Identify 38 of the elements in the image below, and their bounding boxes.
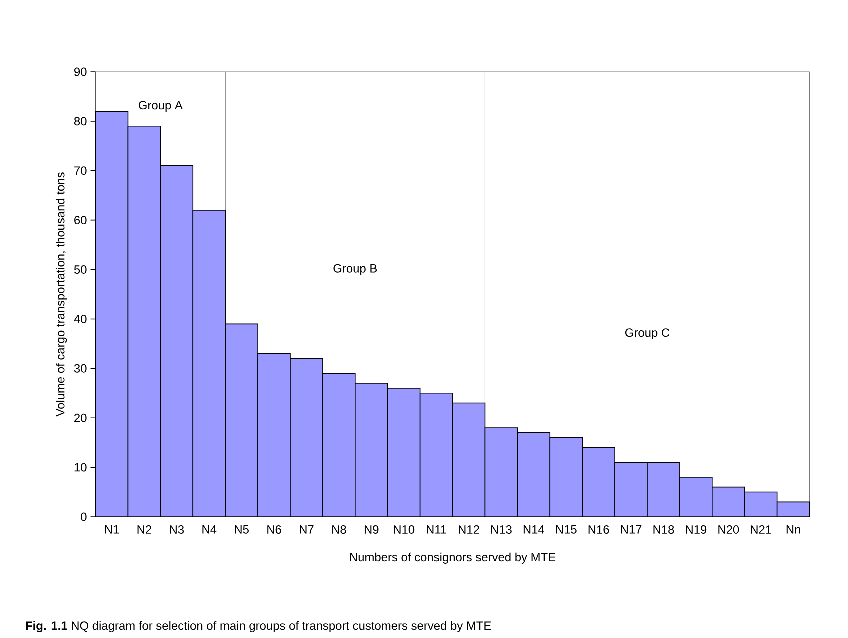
- x-tick-label: N16: [588, 526, 610, 534]
- x-tick-label: N6: [268, 526, 282, 534]
- y-tick-label: 70: [74, 166, 87, 176]
- x-tick-label: N5: [235, 526, 249, 534]
- y-tick-label: 20: [74, 414, 87, 422]
- x-tick-label: N17: [621, 526, 642, 534]
- x-tick-label: N1: [105, 526, 120, 534]
- y-tick-label: 60: [74, 216, 87, 225]
- x-tick-label: Nn: [786, 526, 800, 534]
- band-label: Group A: [139, 101, 183, 112]
- x-tick-label: N14: [524, 526, 545, 534]
- x-tick-label: N2: [138, 526, 152, 534]
- y-tick-label: 90: [74, 68, 87, 76]
- y-tick-label: 10: [74, 463, 87, 472]
- x-tick-label: N19: [686, 526, 707, 534]
- y-axis-title: Volume of cargo transportation, thousand tons: [56, 172, 68, 417]
- text: Fig. 1.1 NQ diagram for selection of main groups of transport customers served by MTE: [26, 621, 492, 633]
- band-label: Group B: [334, 264, 378, 276]
- y-tick-label: 50: [74, 266, 87, 274]
- x-tick-label: N8: [332, 526, 346, 534]
- x-tick-label: N3: [170, 526, 184, 534]
- y-tick-label: 0: [81, 512, 87, 522]
- band-label: Group C: [626, 328, 670, 340]
- x-tick-label: N12: [459, 526, 480, 534]
- x-tick-label: N21: [751, 526, 772, 534]
- x-axis-title: Numbers of consignors served by MTE: [350, 552, 556, 564]
- x-tick-label: N7: [300, 526, 314, 534]
- y-tick-label: 30: [74, 364, 87, 373]
- y-tick-label: 40: [74, 314, 87, 324]
- y-tick-label: 80: [74, 117, 87, 126]
- x-tick-label: N10: [394, 526, 415, 534]
- x-tick-label: N4: [202, 526, 217, 534]
- x-tick-label: N11: [427, 526, 446, 534]
- x-tick-label: N20: [718, 526, 740, 534]
- x-tick-label: N13: [491, 526, 512, 534]
- x-tick-label: N15: [556, 526, 577, 534]
- x-tick-label: N9: [364, 526, 379, 534]
- x-tick-label: N18: [654, 526, 674, 534]
